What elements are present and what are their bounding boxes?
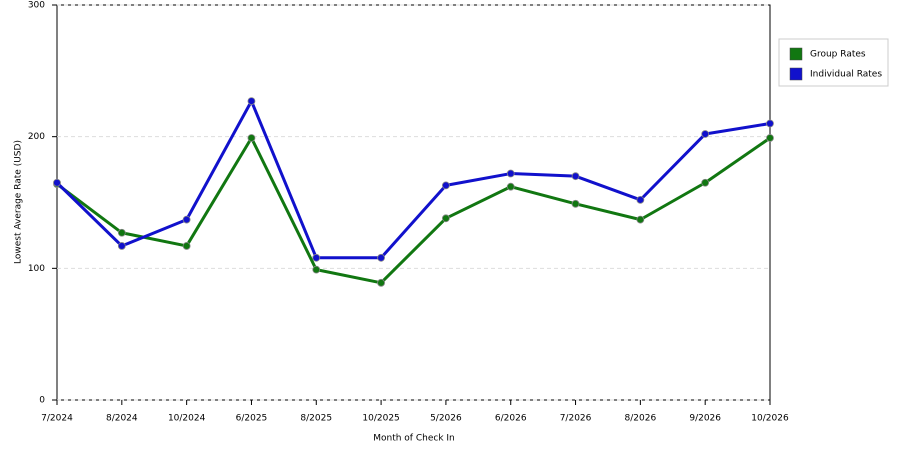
- legend-swatch: [789, 67, 803, 81]
- legend-label: Individual Rates: [810, 70, 882, 80]
- x-tick-label: 10/2025: [362, 414, 399, 424]
- x-tick-label: 6/2025: [236, 414, 268, 424]
- point: [442, 181, 450, 190]
- point: [182, 242, 191, 250]
- x-tick-label: 9/2026: [689, 414, 721, 424]
- point: [636, 195, 645, 204]
- x-tick-label: 8/2024: [106, 414, 138, 424]
- point: [312, 253, 321, 262]
- x-tick-label: 8/2025: [300, 414, 332, 424]
- y-tick-label: 0: [39, 396, 45, 406]
- point: [766, 119, 774, 128]
- point: [766, 134, 774, 142]
- x-tick-label: 5/2026: [430, 414, 462, 424]
- point: [247, 134, 256, 142]
- legend-label: Group Rates: [810, 50, 866, 60]
- point: [117, 242, 126, 250]
- point: [442, 214, 450, 223]
- point: [53, 178, 61, 187]
- plot-frame: [56, 4, 771, 401]
- point: [312, 265, 321, 274]
- x-tick-label: 8/2026: [625, 414, 657, 424]
- point: [571, 199, 580, 208]
- y-tick-label: 200: [28, 132, 45, 142]
- point: [247, 97, 256, 106]
- point: [636, 215, 645, 224]
- series-line: [56, 136, 771, 285]
- y-tick-label: 100: [28, 264, 45, 274]
- x-tick-label: 7/2024: [41, 414, 73, 424]
- y-tick-label: 300: [28, 1, 45, 11]
- point: [506, 182, 515, 191]
- legend-swatch: [789, 47, 803, 61]
- x-axis-label: Month of Check In: [373, 434, 455, 444]
- point: [571, 172, 580, 181]
- x-tick-label: 10/2026: [751, 414, 789, 424]
- series-line: [55, 99, 771, 260]
- point: [701, 178, 710, 187]
- y-axis-label: Lowest Average Rate (USD): [14, 140, 24, 264]
- point: [377, 253, 385, 262]
- x-tick-label: 10/2024: [168, 414, 206, 424]
- x-tick-label: 7/2026: [560, 414, 592, 424]
- point: [117, 228, 126, 237]
- x-tick-label: 6/2026: [495, 414, 527, 424]
- point: [182, 215, 191, 224]
- point: [506, 169, 515, 178]
- point: [701, 130, 710, 138]
- point: [377, 278, 385, 287]
